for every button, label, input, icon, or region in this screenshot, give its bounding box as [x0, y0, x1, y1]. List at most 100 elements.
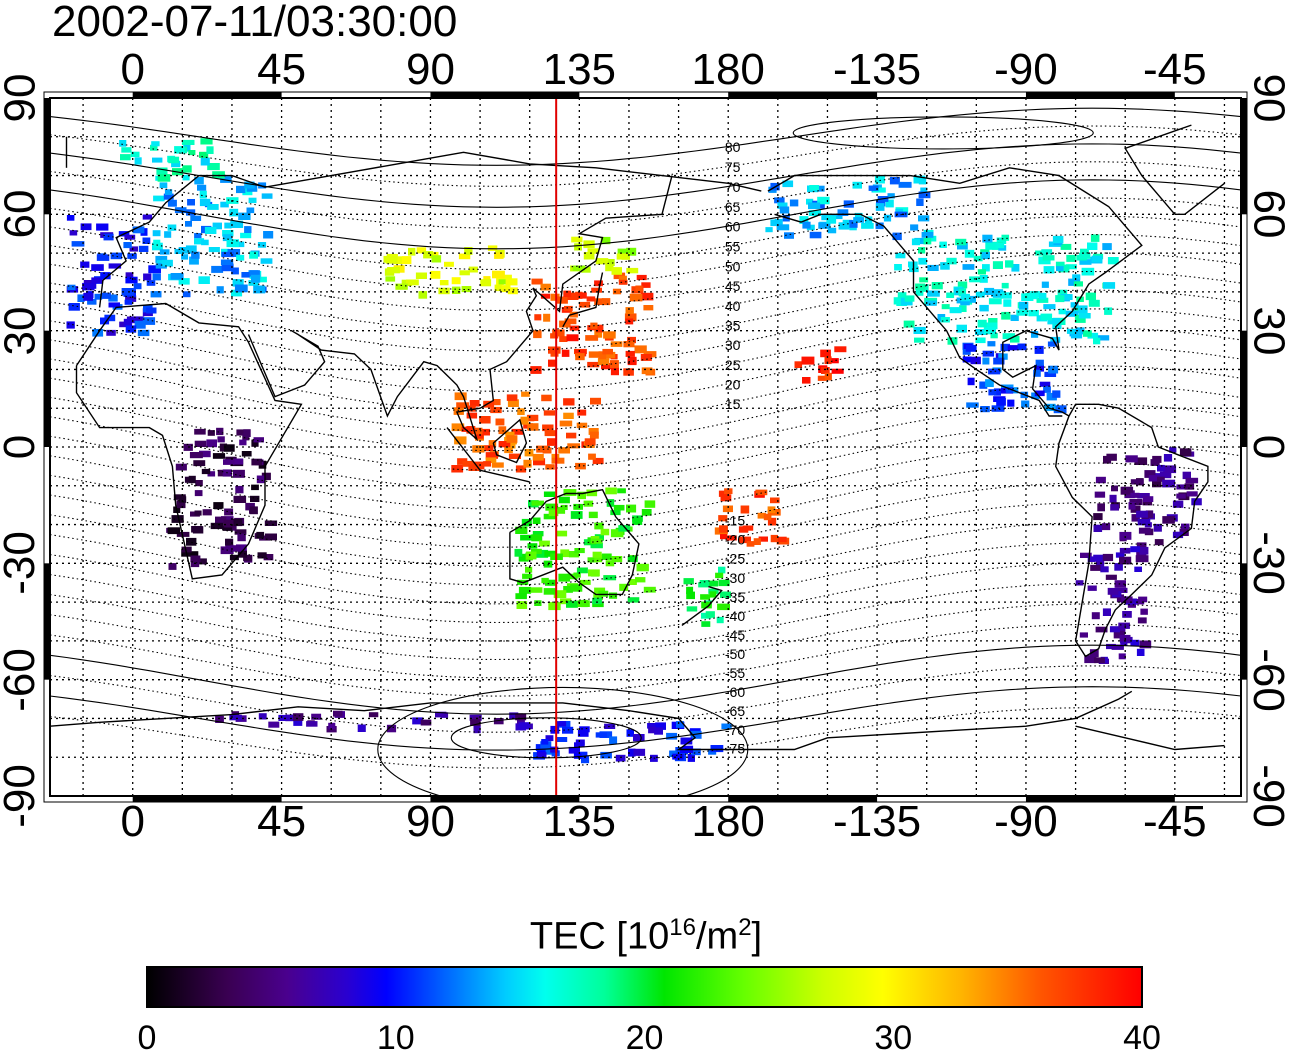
tec-cell-18-14	[647, 723, 657, 729]
colorbar-label-unit: /m	[695, 915, 739, 958]
tec-cell-13-7	[579, 579, 591, 585]
tec-cell-7-155	[919, 277, 929, 283]
tec-cell-7-56	[985, 242, 998, 250]
tec-cell-14-15	[708, 580, 719, 587]
tec-cell-10-35	[1130, 479, 1144, 485]
tec-cell-5-13	[600, 236, 611, 245]
tec-cell-10-45	[1162, 516, 1175, 524]
tec-cell-2-21	[206, 146, 214, 154]
tec-cell-3-17	[500, 274, 512, 281]
tec-cell-4-59	[640, 354, 652, 361]
tec-cell-1-52	[222, 234, 233, 242]
frame-bar-top-3	[1025, 92, 1175, 98]
tec-cell-14-10	[708, 588, 719, 594]
tec-cell-12-94	[223, 459, 235, 465]
tec-cell-0-63	[142, 214, 153, 220]
tec-cell-7-117	[1104, 307, 1113, 315]
tec-cell-11-49	[1137, 617, 1147, 624]
tec-cell-9-43	[996, 397, 1006, 406]
tec-cell-4-62	[563, 290, 572, 297]
tec-cell-1-36	[246, 207, 255, 214]
tec-cell-10-34	[1191, 498, 1202, 506]
tec-cell-13-6	[518, 586, 532, 594]
tec-cell-13-31	[570, 584, 583, 592]
tec-cell-7-72	[982, 264, 990, 272]
tec-cell-7-8	[988, 318, 998, 325]
tec-cell-8-9	[864, 216, 873, 224]
latitude-tick-left-3: 0	[0, 434, 45, 460]
tec-cell-10-66	[1130, 492, 1140, 498]
tec-cell-8-40	[818, 222, 831, 229]
latitude-tick-left-0: 90	[0, 73, 44, 123]
tec-cell-0-47	[143, 273, 152, 281]
tec-cell-12-67	[201, 468, 211, 475]
tec-cell-5-5	[583, 252, 595, 260]
tec-cell-1-25	[241, 272, 250, 278]
tec-cell-16-49	[577, 409, 587, 416]
tec-cell-16-62	[507, 399, 519, 407]
longitude-tick-top-3: 135	[542, 45, 617, 94]
tec-cell-18-28	[537, 752, 547, 759]
tec-cell-0-32	[127, 253, 137, 259]
tec-cell-13-38	[610, 529, 624, 538]
longitude-tick-top-1: 45	[257, 45, 307, 94]
tec-cell-6-9	[824, 356, 832, 365]
tec-cell-5-8	[605, 264, 614, 272]
tec-cell-4-72	[610, 360, 619, 368]
tec-cell-7-124	[1043, 304, 1056, 310]
tec-cell-7-157	[1073, 281, 1083, 287]
tec-cell-4-41	[627, 356, 637, 364]
contour-line-24	[50, 233, 1241, 312]
tec-cell-12-16	[225, 538, 234, 546]
tec-cell-8-20	[830, 213, 843, 220]
tec-cell-11-41	[1093, 554, 1105, 562]
tec-cell-4-4	[623, 368, 634, 376]
tec-cell-13-12	[563, 586, 573, 593]
tec-cell-1-12	[260, 258, 273, 264]
tec-cell-16-12	[567, 443, 580, 449]
tec-cell-1-41	[248, 280, 259, 286]
tec-cell-12-48	[251, 439, 259, 447]
longitude-tick-bottom-2: 90	[405, 797, 455, 846]
tec-cell-9-42	[965, 344, 977, 352]
tec-cell-15-18	[746, 541, 755, 547]
tec-cell-8-8	[861, 222, 874, 229]
tec-cell-7-101	[946, 257, 957, 265]
tec-cell-2-9	[199, 151, 209, 158]
tec-cell-1-66	[170, 273, 184, 280]
tec-cell-18-17	[557, 721, 567, 727]
tec-cell-0-53	[100, 272, 111, 280]
tec-cell-13-25	[587, 557, 597, 563]
contour-label-18: -35	[725, 589, 745, 605]
tec-cell-13-22	[520, 534, 533, 541]
tec-cell-1-74	[236, 254, 245, 261]
tec-cell-13-24	[590, 542, 603, 549]
tec-cell-15-15	[718, 515, 728, 522]
tec-cell-3-19	[444, 261, 454, 267]
tec-cell-0-29	[137, 329, 150, 337]
tec-cell-11-1	[1116, 594, 1124, 603]
tec-cell-4-44	[585, 335, 599, 341]
tec-cell-2-2	[156, 167, 168, 175]
contour-line-15	[50, 403, 1241, 491]
tec-cell-8-26	[776, 224, 790, 231]
tec-cell-10-13	[1144, 470, 1156, 478]
tec-cell-8-7	[782, 180, 794, 188]
contour-line-12	[50, 462, 1241, 548]
tec-cell-10-15	[1150, 459, 1160, 466]
contour-label-0: 80	[725, 139, 741, 155]
tec-cell-15-23	[763, 513, 772, 521]
tec-cell-12-27	[212, 453, 226, 459]
tec-cell-7-144	[894, 264, 902, 271]
tec-cell-4-50	[540, 283, 551, 291]
tec-cell-14-16	[718, 579, 730, 587]
tec-cell-12-91	[223, 519, 234, 528]
contour-line-23	[50, 252, 1241, 332]
tec-cell-2-10	[119, 140, 127, 147]
tec-cell-4-61	[564, 305, 573, 312]
tec-cell-1-17	[238, 212, 251, 220]
tec-cell-4-11	[588, 351, 602, 358]
tec-cell-7-112	[1079, 252, 1091, 259]
tec-cell-14-18	[699, 580, 710, 587]
tec-cell-5-10	[595, 258, 609, 265]
